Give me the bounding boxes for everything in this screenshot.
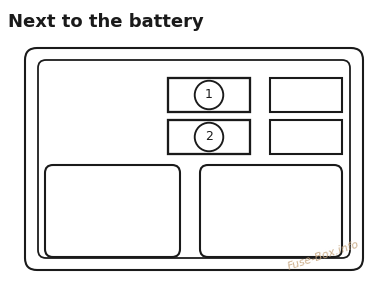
Text: Next to the battery: Next to the battery bbox=[8, 13, 204, 31]
Text: Fuse-Box.info: Fuse-Box.info bbox=[286, 239, 360, 272]
Bar bbox=[168, 120, 250, 154]
FancyBboxPatch shape bbox=[38, 60, 350, 258]
FancyBboxPatch shape bbox=[45, 165, 180, 257]
FancyBboxPatch shape bbox=[200, 165, 342, 257]
FancyBboxPatch shape bbox=[25, 48, 363, 270]
Bar bbox=[270, 120, 342, 154]
Bar bbox=[270, 78, 342, 112]
Circle shape bbox=[195, 81, 223, 109]
Bar bbox=[168, 78, 250, 112]
Circle shape bbox=[195, 123, 223, 151]
Text: 2: 2 bbox=[205, 130, 213, 143]
Text: 1: 1 bbox=[205, 88, 213, 102]
